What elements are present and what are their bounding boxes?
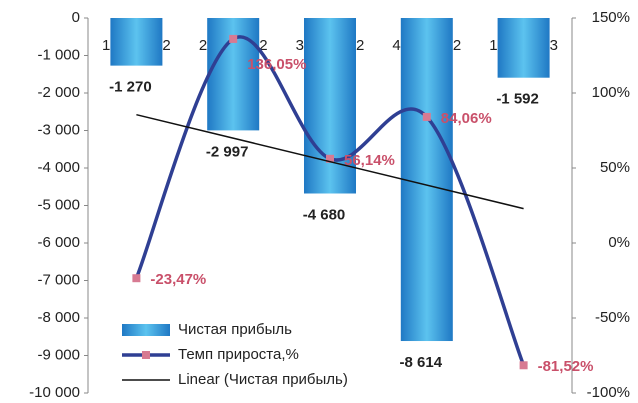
bar-value-label: -2 997 — [206, 143, 249, 160]
line-marker — [519, 361, 528, 370]
bar-value-label: -8 614 — [400, 354, 443, 371]
y2-tick-label: 0% — [608, 234, 630, 251]
legend-swatch — [122, 324, 170, 336]
line-marker — [326, 154, 334, 163]
bar — [110, 18, 163, 66]
line-value-label: 136,05% — [247, 56, 306, 73]
line-marker — [422, 112, 431, 121]
bar — [207, 18, 260, 131]
legend-label: Linear (Чистая прибыль) — [178, 371, 348, 388]
y-tick-label: -9 000 — [37, 346, 80, 363]
y-tick-label: -4 000 — [37, 159, 80, 176]
line-marker — [229, 34, 238, 43]
legend-marker — [142, 351, 150, 359]
legend-label: Чистая прибыль — [178, 321, 292, 338]
bar-value-label: -1 592 — [496, 91, 539, 108]
y-tick-label: -10 000 — [29, 384, 80, 401]
y2-tick-label: -50% — [595, 309, 630, 326]
y-tick-label: -2 000 — [37, 84, 80, 101]
bar-value-label: -1 270 — [109, 79, 152, 96]
line-value-label: 56,14% — [344, 152, 395, 169]
y-tick-label: -5 000 — [37, 196, 80, 213]
bar — [497, 18, 550, 78]
line-value-label: 84,06% — [441, 110, 492, 127]
line-value-label: -81,52% — [538, 358, 594, 375]
y-tick-label: -3 000 — [37, 121, 80, 138]
y-tick-label: -6 000 — [37, 234, 80, 251]
y-tick-label: -1 000 — [37, 46, 80, 63]
y2-tick-label: -100% — [587, 384, 630, 401]
line-value-label: -23,47% — [150, 271, 206, 288]
legend-label: Темп прироста,% — [178, 346, 299, 363]
line-marker — [132, 274, 141, 283]
bar — [304, 18, 356, 194]
y2-tick-label: 50% — [600, 159, 630, 176]
y-tick-label: -8 000 — [37, 309, 80, 326]
bar — [400, 18, 453, 342]
y-tick-label: 0 — [72, 9, 80, 26]
trendline — [136, 113, 524, 210]
y-tick-label: -7 000 — [37, 271, 80, 288]
y2-tick-label: 150% — [592, 9, 630, 26]
bar-value-label: -4 680 — [303, 206, 346, 223]
y2-tick-label: 100% — [592, 84, 630, 101]
